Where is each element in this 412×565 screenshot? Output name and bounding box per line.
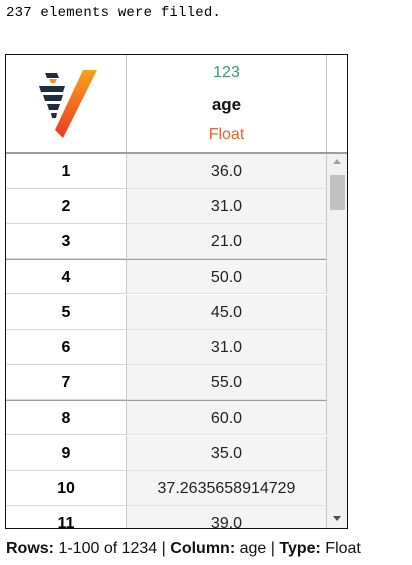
logo-cell xyxy=(6,55,127,152)
row-index: 10 xyxy=(6,471,127,506)
cell-value[interactable]: 55.0 xyxy=(127,365,327,400)
row-index: 1 xyxy=(6,154,127,189)
status-separator: | xyxy=(161,540,166,557)
table-row[interactable]: 3 21.0 xyxy=(6,224,327,259)
arrow-up-icon[interactable] xyxy=(333,159,341,164)
type-label: Type: xyxy=(279,540,321,557)
row-index: 3 xyxy=(6,224,127,259)
column-label: Column: xyxy=(170,540,236,557)
row-index: 7 xyxy=(6,365,127,400)
table-row[interactable]: 5 45.0 xyxy=(6,295,327,330)
row-index: 8 xyxy=(6,400,127,435)
table-row[interactable]: 6 31.0 xyxy=(6,330,327,365)
row-index: 4 xyxy=(6,259,127,294)
grid-body: 1 36.0 2 31.0 3 21.0 4 50.0 5 45.0 6 31.… xyxy=(6,154,347,528)
scrollbar-thumb[interactable] xyxy=(330,175,345,210)
cell-value[interactable]: 21.0 xyxy=(127,224,327,259)
vertical-scrollbar[interactable] xyxy=(327,154,347,528)
header-spacer xyxy=(327,55,347,152)
vaex-logo-icon xyxy=(39,70,97,138)
table-row[interactable]: 7 55.0 xyxy=(6,365,327,400)
table-row[interactable]: 11 39.0 xyxy=(6,506,327,528)
cell-value[interactable]: 60.0 xyxy=(127,400,327,435)
rows-label: Rows: xyxy=(6,540,54,557)
cell-value[interactable]: 36.0 xyxy=(127,154,327,189)
cell-value[interactable]: 39.0 xyxy=(127,506,327,528)
row-index: 6 xyxy=(6,330,127,365)
rows-value: 1-100 of 1234 xyxy=(58,540,158,557)
table-row[interactable]: 9 35.0 xyxy=(6,436,327,471)
grid-header: 123 age Float xyxy=(6,55,347,154)
type-value: Float xyxy=(325,540,361,557)
cell-value[interactable]: 37.2635658914729 xyxy=(127,471,327,506)
cell-value[interactable]: 45.0 xyxy=(127,295,327,330)
column-type-name: Float xyxy=(208,126,245,143)
table-row[interactable]: 4 50.0 xyxy=(6,259,327,294)
data-grid: 123 age Float 1 36.0 2 31.0 3 21.0 4 50.… xyxy=(5,54,348,529)
status-bar: Rows: 1-100 of 1234 | Column: age | Type… xyxy=(6,540,361,558)
row-index: 2 xyxy=(6,189,127,224)
status-separator: | xyxy=(270,540,275,557)
column-value: age xyxy=(239,540,267,557)
table-row[interactable]: 8 60.0 xyxy=(6,400,327,435)
table-row[interactable]: 10 37.2635658914729 xyxy=(6,471,327,506)
row-index: 11 xyxy=(6,506,127,528)
column-type-code: 123 xyxy=(213,64,240,81)
console-output: 237 elements were filled. xyxy=(6,5,222,21)
cell-value[interactable]: 31.0 xyxy=(127,189,327,224)
cell-value[interactable]: 31.0 xyxy=(127,330,327,365)
column-header-age[interactable]: 123 age Float xyxy=(127,55,327,152)
table-row[interactable]: 2 31.0 xyxy=(6,189,327,224)
cell-value[interactable]: 35.0 xyxy=(127,436,327,471)
table-row[interactable]: 1 36.0 xyxy=(6,154,327,189)
row-index: 9 xyxy=(6,436,127,471)
cell-value[interactable]: 50.0 xyxy=(127,259,327,294)
row-index: 5 xyxy=(6,295,127,330)
arrow-down-icon[interactable] xyxy=(333,516,341,521)
column-name: age xyxy=(211,95,242,114)
